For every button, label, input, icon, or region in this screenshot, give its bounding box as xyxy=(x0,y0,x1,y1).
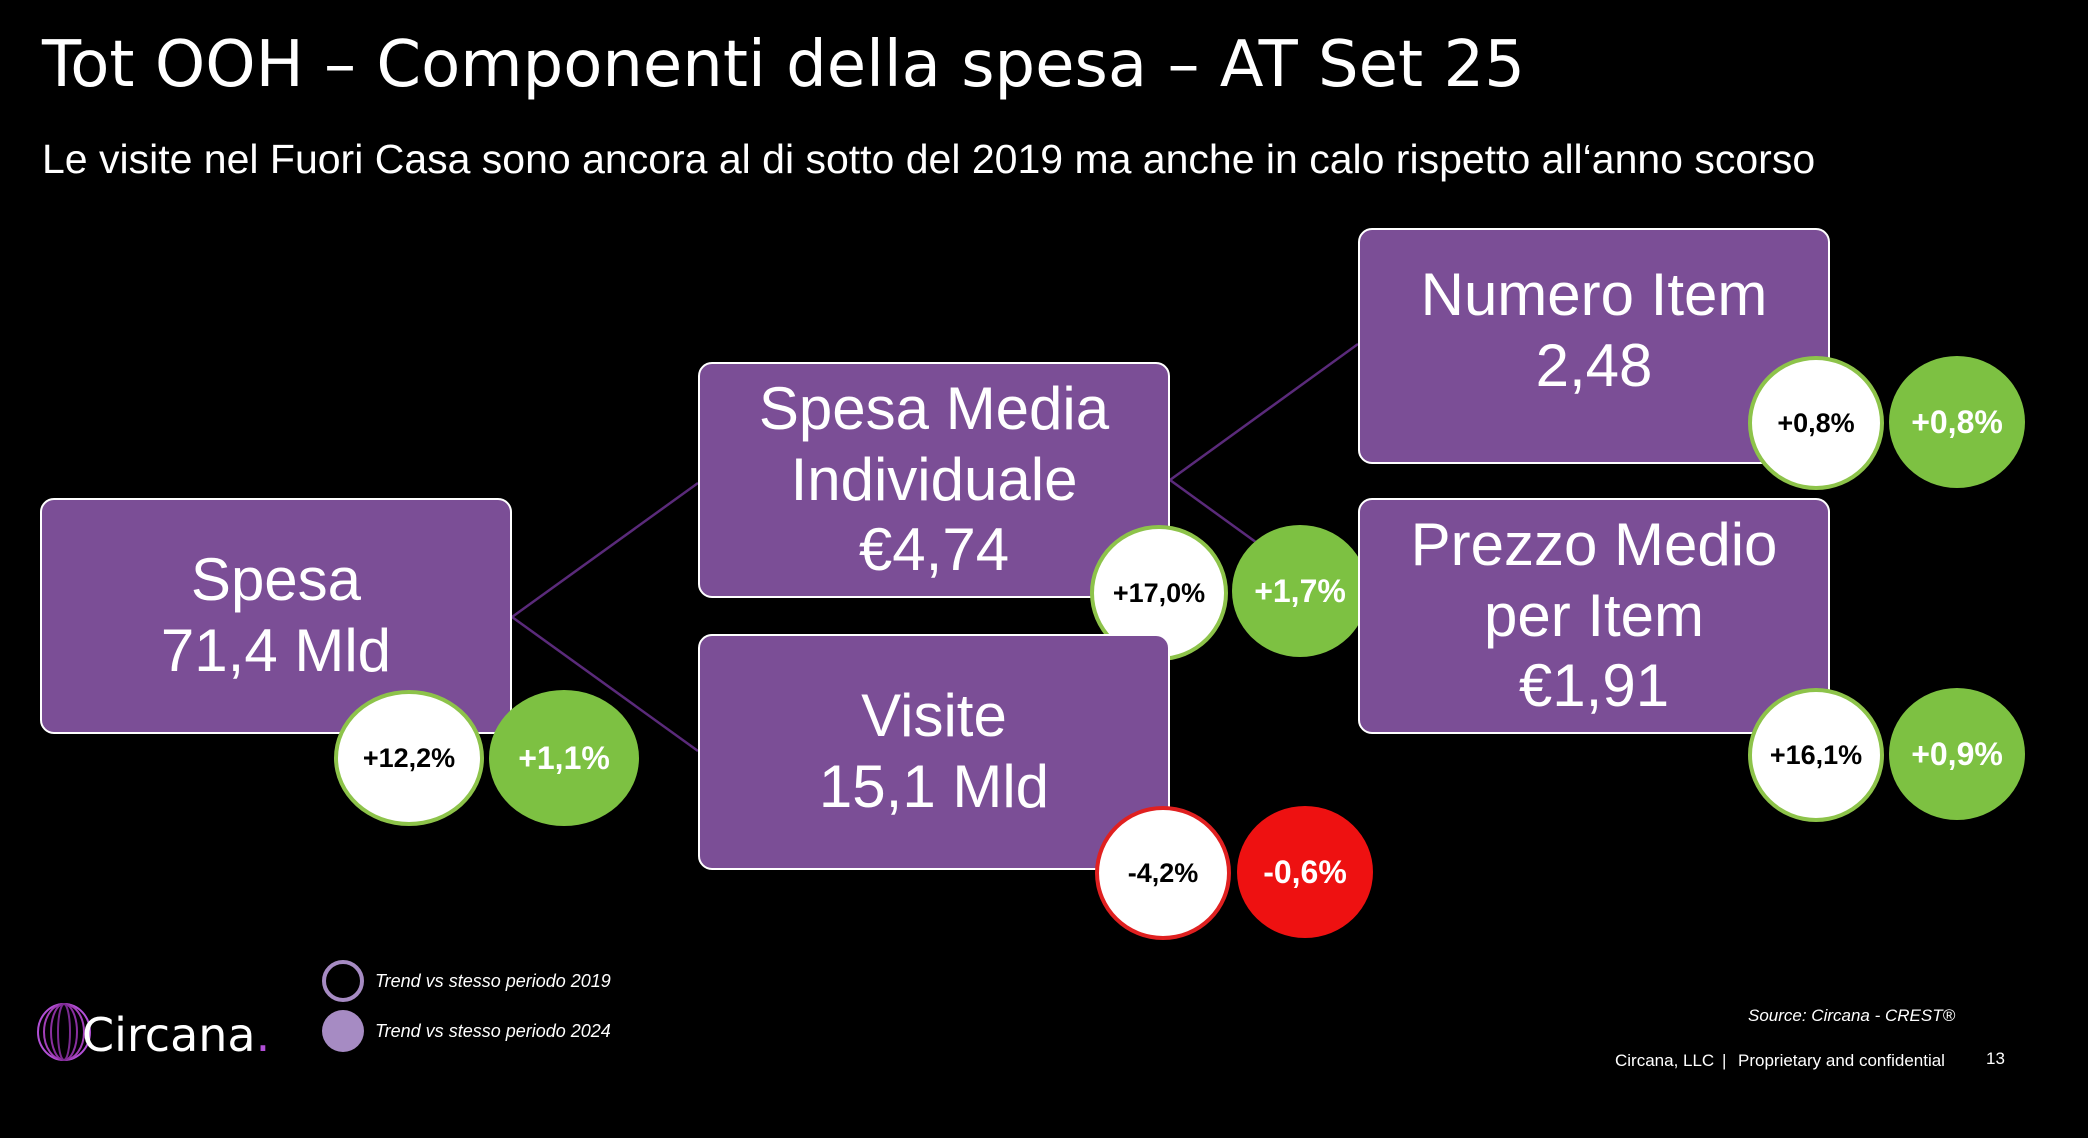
node-visite: Visite 15,1 Mld xyxy=(698,634,1170,870)
node-prezzo-medio-label-2: per Item xyxy=(1483,581,1705,649)
node-spesa-label: Spesa xyxy=(190,546,362,614)
node-prezzo-medio-value: €1,91 xyxy=(1518,652,1670,720)
spesa-trend-2024-badge: +1,1% xyxy=(489,690,639,826)
node-spesa-media: Spesa Media Individuale €4,74 xyxy=(698,362,1170,598)
source-note: Source: Circana - CREST® xyxy=(1748,1006,1956,1025)
node-numero-item-label: Numero Item xyxy=(1420,261,1768,328)
connector-spesa-media-numero-item xyxy=(1169,342,1359,482)
visite-trend-2024-badge: -0,6% xyxy=(1237,806,1373,938)
node-visite-label: Visite xyxy=(861,682,1007,750)
node-spesa-media-label-1: Spesa Media xyxy=(758,374,1110,442)
slide-title: Tot OOH – Componenti della spesa – AT Se… xyxy=(42,28,1525,102)
footer-confidential: Proprietary and confidential xyxy=(1738,1051,1945,1070)
circana-logo-name: Circana xyxy=(82,1008,256,1062)
footer-separator: | xyxy=(1722,1051,1727,1070)
legend-2024-label: Trend vs stesso periodo 2024 xyxy=(375,1021,611,1041)
node-prezzo-medio-label-1: Prezzo Medio xyxy=(1410,510,1778,578)
legend-2019-label: Trend vs stesso periodo 2019 xyxy=(375,971,611,991)
visite-trend-2019-badge: -4,2% xyxy=(1095,806,1231,940)
footer-company: Circana, LLC xyxy=(1615,1051,1715,1070)
spesa-trend-2019-badge: +12,2% xyxy=(334,690,484,826)
numero-item-trend-2024-badge: +0,8% xyxy=(1889,356,2025,488)
node-numero-item-value: 2,48 xyxy=(1535,331,1653,399)
node-spesa-value: 71,4 Mld xyxy=(160,617,392,684)
connector-spesa-spesa-media xyxy=(511,481,699,619)
node-prezzo-medio: Prezzo Medio per Item €1,91 xyxy=(1358,498,1830,734)
node-visite-value: 15,1 Mld xyxy=(818,753,1050,820)
prezzo-medio-trend-2024-badge: +0,9% xyxy=(1889,688,2025,820)
numero-item-trend-2019-badge: +0,8% xyxy=(1748,356,1884,490)
prezzo-medio-trend-2019-badge: +16,1% xyxy=(1748,688,1884,822)
page-number: 13 xyxy=(1986,1049,2005,1068)
node-spesa-media-label-2: Individuale xyxy=(790,445,1078,513)
circana-logo-icon xyxy=(37,1003,91,1061)
circana-logo-dot: . xyxy=(255,1008,271,1062)
legend-2019-icon xyxy=(322,960,364,1002)
legend-2024-icon xyxy=(322,1010,364,1052)
slide-subtitle: Le visite nel Fuori Casa sono ancora al … xyxy=(42,136,1816,182)
node-spesa-media-value: €4,74 xyxy=(858,516,1010,584)
connector-spesa-visite xyxy=(511,615,699,753)
circana-logo-text: Circana. xyxy=(82,1008,270,1062)
spesa-media-trend-2024-badge: +1,7% xyxy=(1232,525,1368,657)
